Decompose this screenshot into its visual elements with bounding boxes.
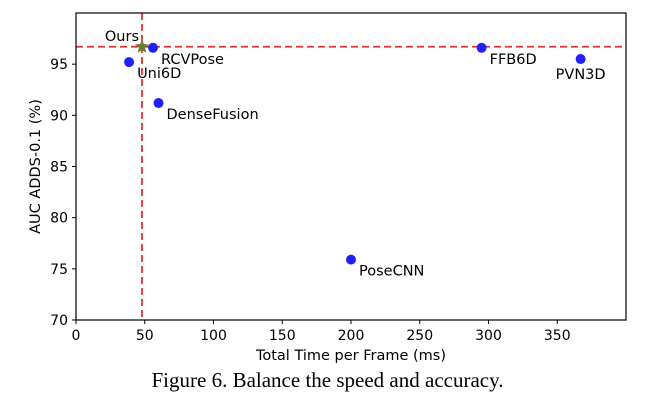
- x-axis-ticks: 0 50 100 150 200 250 300 350: [72, 320, 571, 344]
- data-point-posecnn: [346, 254, 356, 265]
- plot-frame: [75, 12, 627, 321]
- x-tick-label: 350: [544, 328, 571, 344]
- x-tick-label: 50: [136, 328, 154, 344]
- reference-lines: [76, 13, 626, 320]
- data-label-posecnn: PoseCNN: [359, 264, 424, 280]
- x-tick-label: 150: [269, 328, 296, 344]
- data-label-rcvpose: RCVPose: [161, 52, 224, 68]
- x-tick-label: 300: [475, 328, 502, 344]
- x-tick-label: 200: [338, 328, 365, 344]
- data-point-ours: [134, 39, 150, 53]
- y-tick-label: 75: [50, 262, 68, 278]
- y-tick-label: 90: [50, 108, 68, 124]
- y-tick-label: 80: [50, 211, 68, 227]
- data-points: [124, 39, 586, 265]
- data-point-ffb6d: [476, 42, 487, 53]
- y-tick-label: 85: [50, 160, 68, 176]
- y-axis-label: AUC ADDS-0.1 (%): [28, 99, 44, 234]
- figure-caption: Figure 6. Balance the speed and accuracy…: [151, 368, 504, 392]
- data-point-pvn3d: [575, 54, 586, 65]
- data-label-uni6d: Uni6D: [137, 66, 181, 82]
- x-tick-label: 250: [406, 328, 433, 344]
- data-label-pvn3d: PVN3D: [556, 67, 606, 83]
- data-label-ffb6d: FFB6D: [490, 52, 537, 68]
- data-label-ours: Ours: [105, 29, 139, 45]
- data-point-uni6d: [124, 57, 135, 68]
- data-point-rcvpose: [148, 42, 158, 53]
- y-axis-ticks: 70 75 80 85 90 95: [50, 57, 76, 329]
- x-axis-label: Total Time per Frame (ms): [255, 348, 446, 364]
- x-tick-label: 100: [200, 328, 227, 344]
- y-tick-label: 95: [50, 57, 68, 73]
- data-label-densefusion: DenseFusion: [167, 107, 259, 123]
- y-tick-label: 70: [50, 313, 68, 329]
- x-tick-label: 0: [72, 328, 81, 344]
- data-point-densefusion: [153, 98, 164, 109]
